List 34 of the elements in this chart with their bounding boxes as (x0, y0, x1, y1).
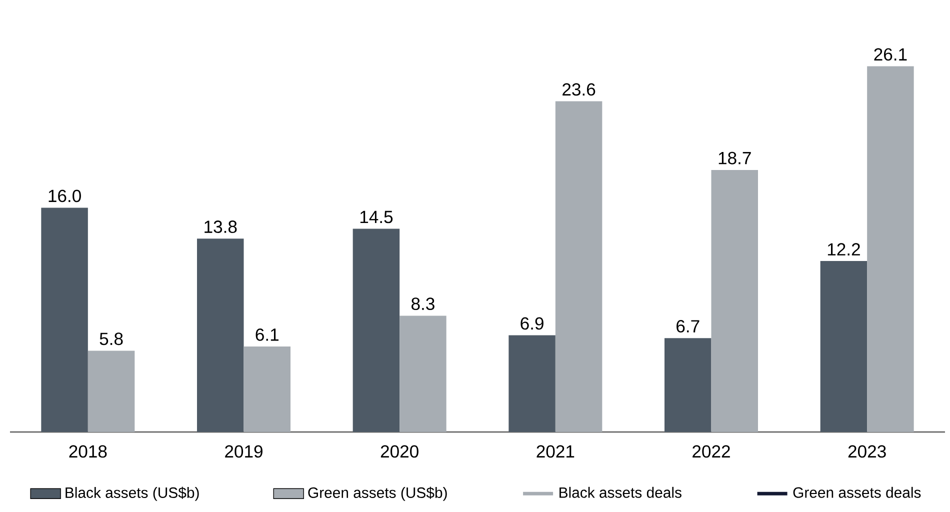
data-label: 6.9 (520, 317, 544, 330)
data-label: 18.7 (718, 152, 751, 164)
data-label: 16.0 (48, 190, 81, 202)
bar (197, 238, 244, 432)
x-tick-label: 2021 (536, 445, 574, 458)
bar (555, 101, 602, 432)
legend-label: Black assets (US$b) (66, 486, 199, 501)
data-label: 23.6 (562, 83, 596, 96)
legend-label: Green assets (US$b) (308, 486, 447, 501)
bar (820, 261, 868, 432)
bar (400, 316, 446, 432)
data-label: 6.7 (676, 320, 700, 332)
legend-label: Black assets deals (560, 486, 682, 498)
x-tick-label: 2019 (225, 445, 262, 458)
bar (244, 346, 290, 432)
data-label: 6.1 (256, 328, 278, 341)
bar (88, 350, 135, 432)
bar (711, 170, 758, 432)
bar (41, 208, 88, 432)
data-label: 13.8 (204, 220, 237, 233)
x-tick-label: 2020 (380, 445, 418, 458)
data-label: 26.1 (874, 48, 907, 61)
data-label: 12.2 (828, 243, 860, 256)
x-tick-label: 2022 (692, 445, 730, 458)
bar (867, 66, 914, 432)
data-label: 8.3 (412, 298, 434, 310)
data-label: 14.5 (360, 210, 393, 224)
legend-label: Green assets deals (793, 486, 921, 498)
bar (352, 228, 400, 432)
data-label: 5.8 (100, 332, 123, 346)
x-tick-label: 2018 (69, 445, 107, 458)
bar (664, 338, 712, 432)
bar (508, 335, 556, 432)
x-tick-label: 2023 (848, 445, 886, 458)
